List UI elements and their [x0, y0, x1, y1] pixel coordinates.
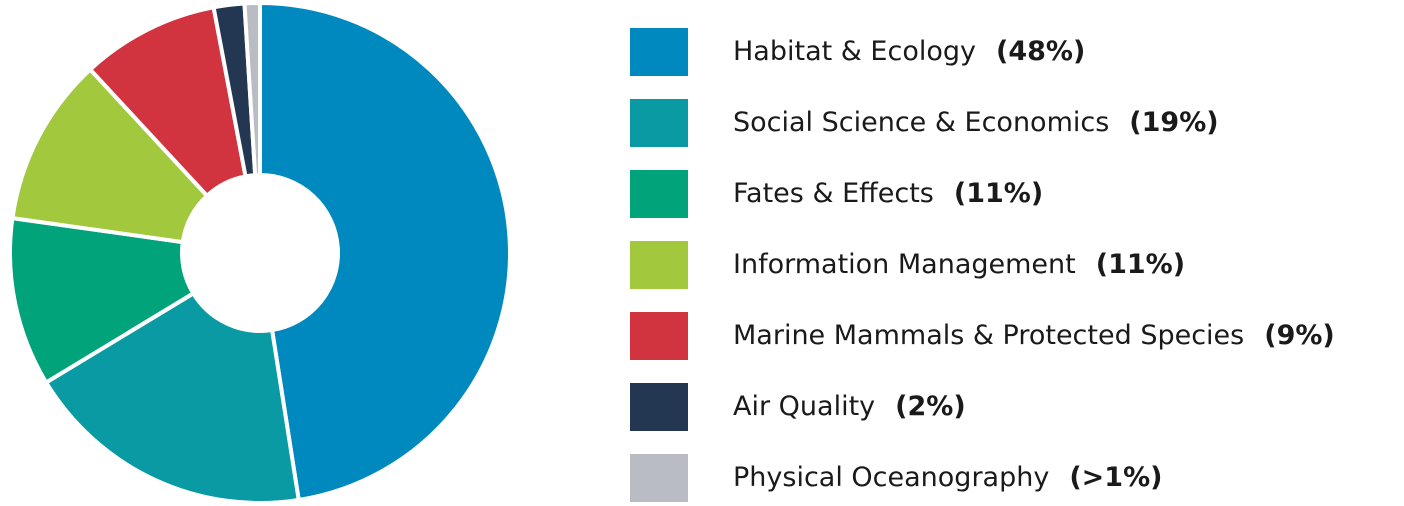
legend-name: Air Quality [733, 391, 875, 422]
pie-slice [242, 0, 262, 178]
legend-value: (2%) [895, 391, 966, 422]
legend-swatch [630, 312, 688, 360]
legend-swatch [630, 99, 688, 147]
legend-value: (19%) [1129, 107, 1218, 138]
legend-value: (48%) [996, 36, 1085, 67]
legend-swatch [630, 383, 688, 431]
legend-label: Physical Oceanography (>1%) [733, 462, 1162, 493]
pie-slice [87, 5, 248, 199]
legend-label: Social Science & Economics (19%) [733, 107, 1219, 138]
pie-slice [258, 0, 513, 503]
legend-value: (9%) [1264, 320, 1335, 351]
legend-value: (11%) [954, 178, 1043, 209]
legend-name: Fates & Effects [733, 178, 934, 209]
legend-name: Marine Mammals & Protected Species [733, 320, 1244, 351]
legend-name: Habitat & Ecology [733, 36, 976, 67]
legend-value: (11%) [1096, 249, 1185, 280]
pie-slice [8, 215, 197, 386]
legend-swatch [630, 28, 688, 76]
legend-label: Air Quality (2%) [733, 391, 966, 422]
pie-slice [10, 66, 210, 245]
legend-label: Marine Mammals & Protected Species (9%) [733, 320, 1335, 351]
legend-name: Physical Oceanography [733, 462, 1049, 493]
legend-swatch [630, 454, 688, 502]
legend-name: Social Science & Economics [733, 107, 1109, 138]
legend-label: Fates & Effects (11%) [733, 178, 1043, 209]
legend-swatch [630, 170, 688, 218]
legend-label: Information Management (11%) [733, 249, 1185, 280]
legend-name: Information Management [733, 249, 1076, 280]
legend-label: Habitat & Ecology (48%) [733, 36, 1085, 67]
legend-swatch [630, 241, 688, 289]
legend-value: (>1%) [1069, 462, 1162, 493]
